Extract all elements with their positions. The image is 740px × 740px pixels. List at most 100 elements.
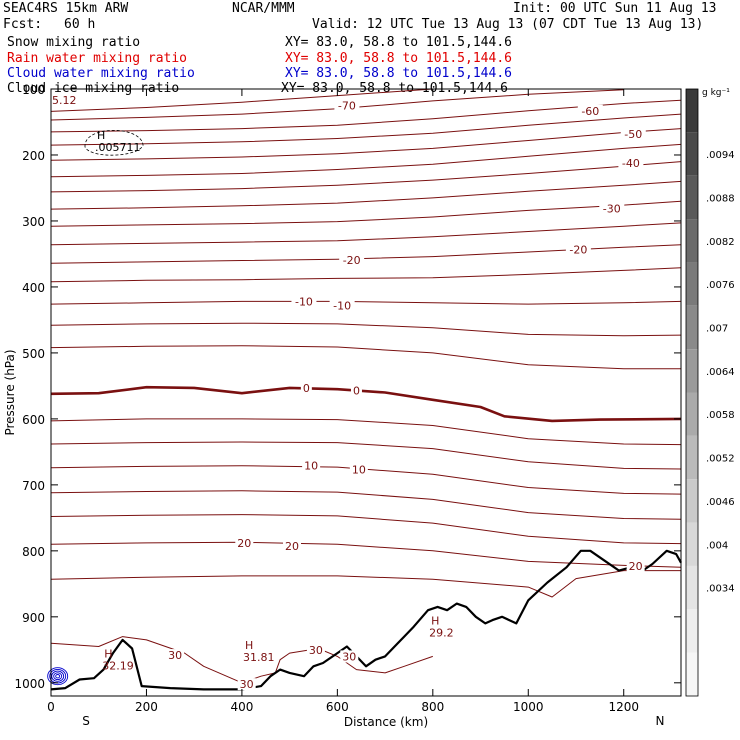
- isotherm-label-bg-3: [618, 156, 644, 169]
- field-xy-rain: XY= 83.0, 58.8 to 101.5,144.6: [285, 51, 512, 66]
- colorbar-tick-4: .007: [706, 323, 728, 334]
- high-value-2: 31.81: [243, 651, 275, 664]
- colorbar-swatch-12: [686, 609, 698, 653]
- isotherm-label-bg-17: [306, 643, 325, 656]
- colorbar-swatch-4: [686, 262, 698, 306]
- cloud-water-contour-4: [47, 667, 69, 686]
- colorbar-swatch-13: [686, 652, 698, 696]
- isotherm-label-12: 10: [352, 464, 366, 477]
- isotherm-line-20: [51, 541, 681, 568]
- x-axis-label: Distance (km): [344, 715, 428, 729]
- isotherm-label-5: -20: [343, 254, 361, 267]
- x-end-label: N: [656, 714, 665, 728]
- isotherm-line--70: [51, 89, 433, 112]
- forecast-label: Fcst:: [3, 17, 43, 32]
- isotherm-label-1: -60: [581, 105, 599, 118]
- isotherm-label-2: -50: [624, 128, 642, 141]
- colorbar-swatch-7: [686, 392, 698, 436]
- x-start-label: S: [82, 714, 90, 728]
- isotherm-label-bg-5: [339, 253, 365, 266]
- x-tick-label-200: 200: [135, 700, 158, 714]
- colorbar-swatch-8: [686, 435, 698, 480]
- y-axis-label: Pressure (hPa): [3, 349, 17, 435]
- isotherm-label-bg-19: [340, 650, 359, 663]
- y-tick-label-400: 400: [22, 281, 45, 295]
- isotherm-line-unlabeled-3: [51, 113, 681, 146]
- isotherm-line--20: [51, 244, 681, 264]
- isotherm-label-9: 0: [303, 382, 310, 395]
- x-tick-label-0: 0: [47, 700, 55, 714]
- colorbar-swatch-1: [686, 132, 698, 176]
- high-marker-2: H: [245, 639, 253, 652]
- colorbar-swatch-3: [686, 219, 698, 263]
- isotherm-label-15: 20: [629, 560, 643, 573]
- colorbar-group: g kg⁻¹ .0094 .0088 .0082 .0076 .007 .0064 .0058…: [685, 88, 735, 697]
- init-time: Init: 00 UTC Sun 11 Aug 13: [513, 1, 717, 16]
- colorbar-tick-3: .0076: [706, 280, 735, 291]
- edge-value-label: 5.12: [52, 94, 77, 107]
- isotherm-label-bg-12: [349, 463, 368, 476]
- isotherm-line-unlabeled-17: [51, 441, 681, 470]
- colorbar-tick-1: .0088: [706, 193, 735, 204]
- high-value-3: 29.2: [429, 627, 454, 640]
- isotherm-label-3: -40: [622, 157, 640, 170]
- x-tick-label-1200: 1200: [608, 700, 639, 714]
- isotherm-label-bg-11: [302, 459, 321, 472]
- valid-time: Valid: 12 UTC Tue 13 Aug 13 (07 CDT Tue …: [312, 17, 704, 32]
- isotherm-label-0: -70: [338, 99, 356, 112]
- field-name-cloud-water: Cloud water mixing ratio: [7, 66, 195, 81]
- colorbar-tick-5: .0064: [706, 367, 735, 378]
- colorbar-swatch-2: [686, 175, 698, 220]
- isotherm-label-7: -10: [295, 295, 313, 308]
- isotherm-label-11: 10: [304, 460, 318, 473]
- contour-labels: -70 -60 -50 -40 -30 -20 -20 -10 -10 0 0 10 10 20 20 20 3…: [52, 94, 646, 691]
- isotherm-label-bg-8: [329, 299, 355, 312]
- colorbar-tick-6: .0058: [706, 410, 735, 421]
- isotherm-line--10: [51, 300, 681, 305]
- y-tick-label-300: 300: [22, 215, 45, 229]
- colorbar-swatch-0: [686, 89, 698, 133]
- isotherm-label-bg-7: [291, 295, 317, 308]
- y-tick-label-600: 600: [22, 413, 45, 427]
- isotherm-label-bg-0: [334, 99, 360, 112]
- x-tick-label-1000: 1000: [513, 700, 544, 714]
- colorbar-tick-10: .0034: [706, 584, 735, 595]
- isotherm-line--40: [51, 161, 681, 193]
- isotherm-label-16: 30: [168, 649, 182, 662]
- colorbar-swatch-6: [686, 349, 698, 393]
- model-title: SEAC4RS 15km ARW: [3, 1, 129, 16]
- isotherm-label-bg-9: [300, 381, 312, 394]
- isotherm-line--30: [51, 200, 681, 227]
- high-value-0: .005711: [95, 141, 141, 154]
- snow-mixing-contour: [84, 130, 144, 156]
- field-xy-cloud-water: XY= 83.0, 58.8 to 101.5,144.6: [285, 66, 512, 81]
- isotherm-label-bg-2: [620, 127, 646, 140]
- x-tick-label-600: 600: [326, 700, 349, 714]
- terrain-group: [50, 549, 682, 691]
- y-tick-label-800: 800: [22, 545, 45, 559]
- y-tick-label-1000: 1000: [14, 677, 45, 691]
- cloud-water-group: [47, 130, 144, 686]
- isotherm-line-unlabeled-14: [51, 345, 681, 370]
- isotherm-label-13: 20: [237, 537, 251, 550]
- high-value-1: 32.19: [102, 660, 134, 673]
- isotherm-label-bg-6: [565, 243, 591, 256]
- colorbar-tick-8: .0046: [706, 497, 735, 508]
- organization: NCAR/MMM: [232, 1, 295, 16]
- cloud-water-contour-0: [55, 674, 61, 679]
- high-marker-0: H: [97, 129, 105, 142]
- isotherm-label-18: 30: [240, 678, 254, 691]
- isotherm-label-bg-18: [237, 678, 256, 691]
- field-name-rain: Rain water mixing ratio: [7, 51, 188, 66]
- field-name-snow: Snow mixing ratio: [7, 35, 141, 50]
- isotherm-label-bg-16: [166, 649, 185, 662]
- cloud-water-contour-2: [51, 670, 65, 682]
- isotherm-label-bg-14: [283, 540, 302, 553]
- isotherm-line-unlabeled-11: [51, 267, 681, 283]
- plot-frame: [50, 88, 682, 697]
- isotherm-line-unlabeled-13: [51, 322, 681, 337]
- isotherm-label-10: 0: [353, 385, 360, 398]
